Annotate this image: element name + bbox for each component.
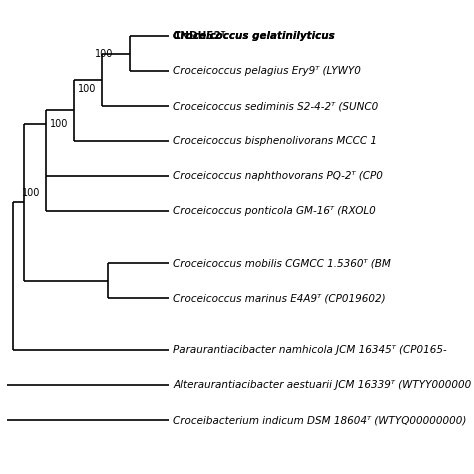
Text: 1NDH52ᵀ: 1NDH52ᵀ (173, 31, 226, 41)
Text: Croceicoccus naphthovorans PQ-2ᵀ (CP0: Croceicoccus naphthovorans PQ-2ᵀ (CP0 (173, 171, 383, 181)
Text: Croceicoccus gelatinilyticus 1NDH52ᵀ: Croceicoccus gelatinilyticus 1NDH52ᵀ (173, 31, 369, 41)
Text: Croceicoccus pelagius Ery9ᵀ (LYWY0: Croceicoccus pelagius Ery9ᵀ (LYWY0 (173, 66, 361, 76)
Text: Croceibacterium indicum DSM 18604ᵀ (WTYQ00000000): Croceibacterium indicum DSM 18604ᵀ (WTYQ… (173, 415, 467, 425)
Text: Paraurantiacibacter namhicola JCM 16345ᵀ (CP0165-: Paraurantiacibacter namhicola JCM 16345ᵀ… (173, 346, 447, 356)
Text: Croceicoccus gelatinilyticus: Croceicoccus gelatinilyticus (173, 31, 339, 41)
Text: Croceicoccus marinus E4A9ᵀ (CP019602): Croceicoccus marinus E4A9ᵀ (CP019602) (173, 293, 386, 303)
Text: 100: 100 (95, 49, 113, 59)
Text: Alteraurantiacibacter aestuarii JCM 16339ᵀ (WTYY000000: Alteraurantiacibacter aestuarii JCM 1633… (173, 380, 472, 391)
Text: Croceicoccus gelatinilyticus: Croceicoccus gelatinilyticus (173, 31, 339, 41)
Text: 100: 100 (78, 83, 97, 94)
Text: Croceicoccus ponticola GM-16ᵀ (RXOL0: Croceicoccus ponticola GM-16ᵀ (RXOL0 (173, 206, 376, 216)
Text: Croceicoccus sediminis S2-4-2ᵀ (SUNC0: Croceicoccus sediminis S2-4-2ᵀ (SUNC0 (173, 101, 379, 111)
Text: 100: 100 (50, 118, 69, 128)
Text: 100: 100 (22, 188, 41, 198)
Text: Croceicoccus mobilis CGMCC 1.5360ᵀ (BM: Croceicoccus mobilis CGMCC 1.5360ᵀ (BM (173, 258, 391, 268)
Text: Croceicoccus bisphenolivorans MCCC 1: Croceicoccus bisphenolivorans MCCC 1 (173, 136, 377, 146)
